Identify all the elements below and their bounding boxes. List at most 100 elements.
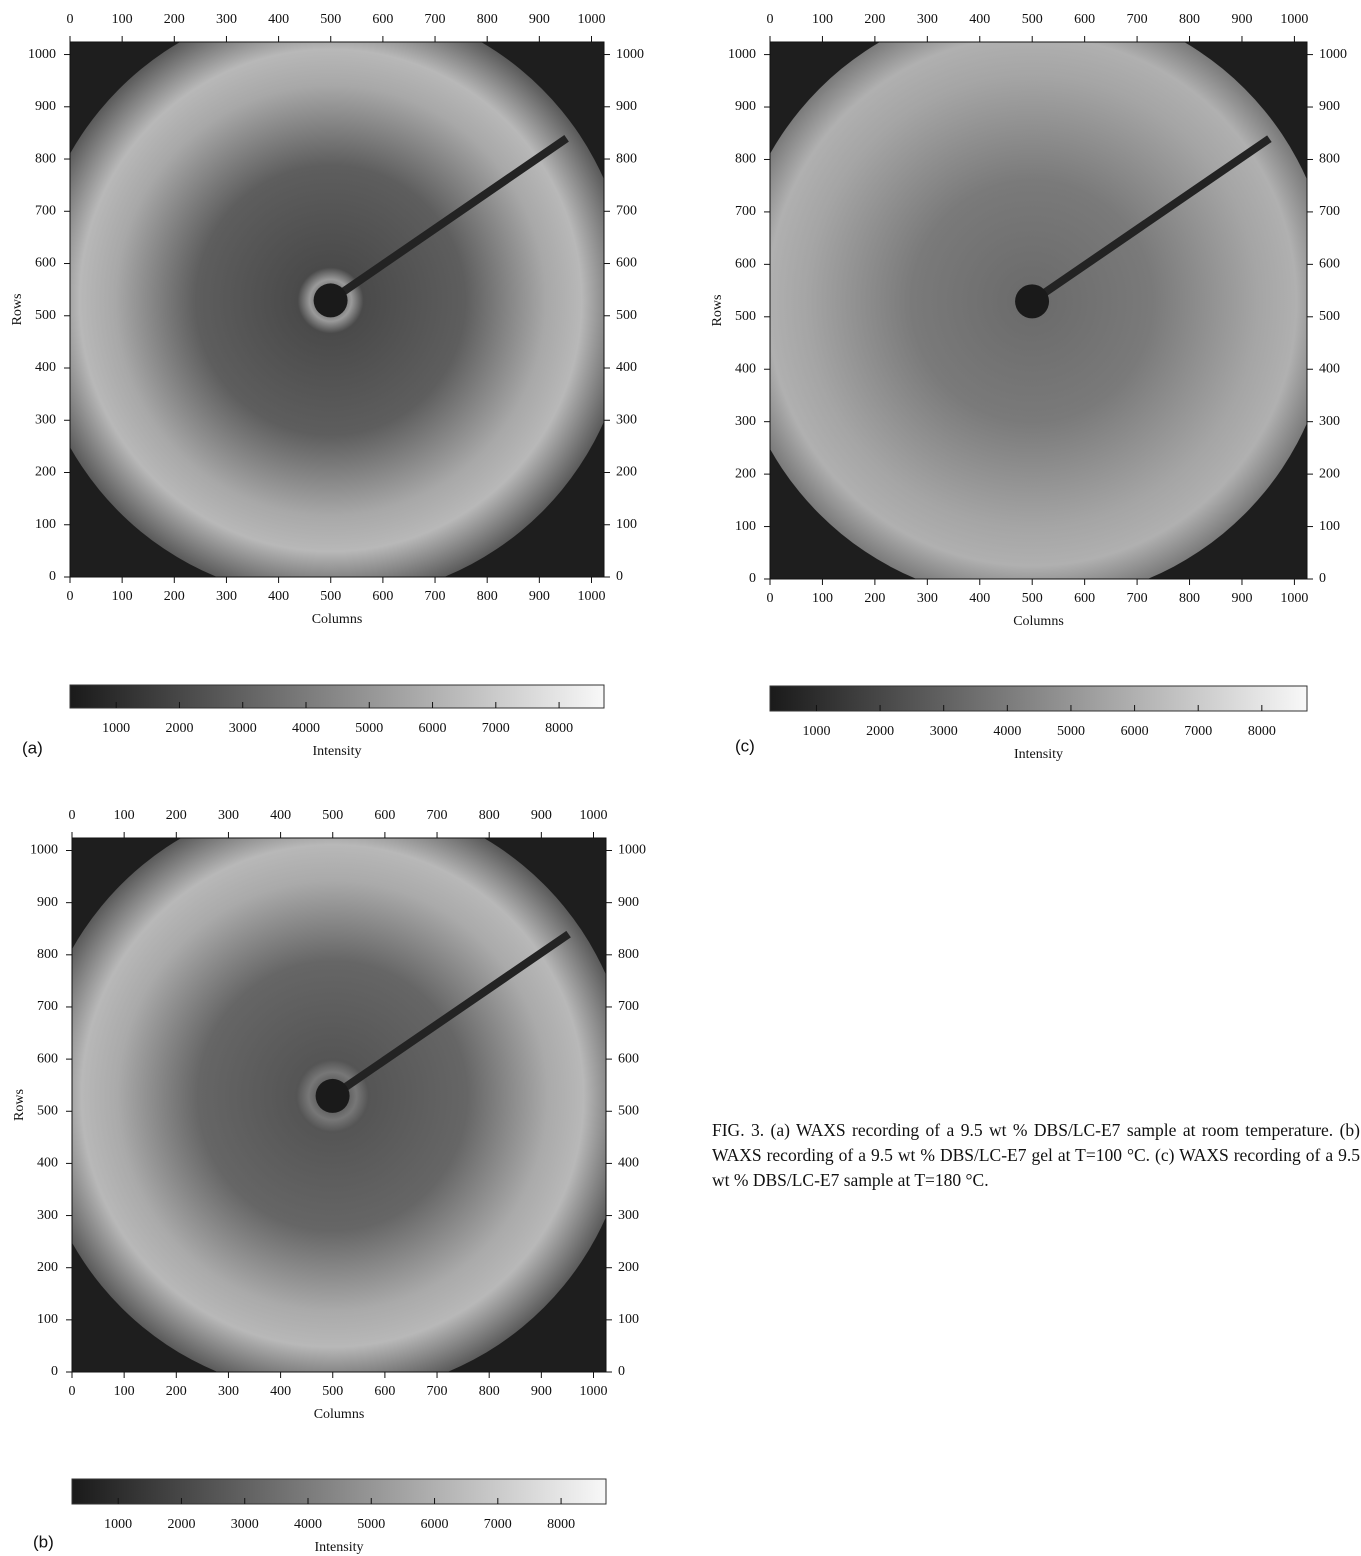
x-axis-label: Columns <box>314 1407 365 1422</box>
x-tick-label-top: 0 <box>767 12 774 27</box>
x-tick-label: 800 <box>1179 591 1200 606</box>
y-tick-label: 300 <box>37 1208 58 1223</box>
x-tick-label-top: 600 <box>374 808 395 823</box>
y-tick-label-right: 600 <box>616 256 637 271</box>
colorbar-tick-label: 7000 <box>484 1517 512 1532</box>
x-tick-label-top: 300 <box>216 12 237 27</box>
image-frame <box>769 41 1308 580</box>
y-tick-label-right: 500 <box>1319 309 1340 324</box>
detector-image <box>770 42 1307 579</box>
panel-label: (a) <box>22 738 43 757</box>
x-tick-label-top: 800 <box>479 808 500 823</box>
y-tick-label: 600 <box>37 1051 58 1066</box>
y-tick-label-right: 200 <box>616 465 637 480</box>
y-tick-label-right: 200 <box>1319 466 1340 481</box>
y-tick-label-right: 400 <box>1319 361 1340 376</box>
x-tick-label-top: 700 <box>427 808 448 823</box>
y-tick-label: 600 <box>735 257 756 272</box>
x-tick-label-top: 800 <box>477 12 498 27</box>
x-tick-label: 300 <box>216 589 237 604</box>
y-tick-label-right: 1000 <box>618 843 646 858</box>
y-tick-label: 800 <box>735 152 756 167</box>
x-tick-label-top: 900 <box>529 12 550 27</box>
beam-stop <box>313 283 348 318</box>
colorbar-label: Intensity <box>1014 747 1063 762</box>
x-tick-label: 700 <box>1127 591 1148 606</box>
x-tick-label: 200 <box>864 591 885 606</box>
y-tick-label-right: 400 <box>618 1156 639 1171</box>
colorbar-tick-label: 6000 <box>421 1517 449 1532</box>
colorbar-tick-label: 5000 <box>357 1517 385 1532</box>
x-tick-label: 500 <box>322 1384 343 1399</box>
x-tick-label: 300 <box>218 1384 239 1399</box>
colorbar-tick-label: 6000 <box>1121 724 1149 739</box>
y-tick-label-right: 0 <box>1319 571 1326 586</box>
colorbar-tick-label: 8000 <box>1248 724 1276 739</box>
colorbar <box>71 1478 607 1505</box>
x-tick-label-top: 900 <box>531 808 552 823</box>
x-tick-label-top: 500 <box>1022 12 1043 27</box>
x-tick-label: 400 <box>268 589 289 604</box>
x-tick-label-top: 400 <box>969 12 990 27</box>
y-tick-label-right: 500 <box>618 1103 639 1118</box>
panel-label: (c) <box>735 736 755 755</box>
y-tick-label: 800 <box>35 151 56 166</box>
y-tick-label: 500 <box>35 308 56 323</box>
x-tick-label: 700 <box>427 1384 448 1399</box>
colorbar-tick-label: 5000 <box>355 721 383 736</box>
y-axis-label: Rows <box>12 1089 27 1121</box>
x-tick-label: 200 <box>164 589 185 604</box>
colorbar-tick-label: 6000 <box>419 721 447 736</box>
y-tick-label-right: 100 <box>616 517 637 532</box>
x-tick-label-top: 900 <box>1231 12 1252 27</box>
beam-stop-arm <box>328 135 569 304</box>
colorbar-tick-label: 1000 <box>102 721 130 736</box>
x-tick-label-top: 200 <box>166 808 187 823</box>
colorbar-tick-label: 4000 <box>292 721 320 736</box>
colorbar-tick-label: 5000 <box>1057 724 1085 739</box>
y-tick-label-right: 700 <box>618 999 639 1014</box>
detector-image <box>70 42 604 577</box>
x-tick-label: 800 <box>477 589 498 604</box>
x-tick-label: 900 <box>531 1384 552 1399</box>
x-tick-label-top: 400 <box>270 808 291 823</box>
colorbar-tick-label: 4000 <box>993 724 1021 739</box>
x-tick-label: 900 <box>1231 591 1252 606</box>
x-tick-label-top: 1000 <box>579 808 607 823</box>
colorbar-tick-label: 1000 <box>104 1517 132 1532</box>
x-tick-label: 1000 <box>577 589 605 604</box>
colorbar <box>69 684 605 709</box>
x-tick-label-top: 1000 <box>577 12 605 27</box>
x-tick-label: 600 <box>1074 591 1095 606</box>
y-tick-label-right: 500 <box>616 308 637 323</box>
x-axis-label: Columns <box>312 612 363 627</box>
x-tick-label-top: 0 <box>69 808 76 823</box>
x-tick-label: 800 <box>479 1384 500 1399</box>
y-tick-label: 900 <box>735 99 756 114</box>
caption: FIG. 3. (a) WAXS recording of a 9.5 wt %… <box>712 1120 1360 1190</box>
x-tick-label: 100 <box>114 1384 135 1399</box>
x-tick-label-top: 700 <box>425 12 446 27</box>
y-tick-label: 300 <box>735 414 756 429</box>
y-tick-label: 0 <box>749 571 756 586</box>
image-frame <box>71 837 607 1373</box>
y-tick-label: 400 <box>735 361 756 376</box>
y-tick-label: 0 <box>49 569 56 584</box>
y-axis-label: Rows <box>710 295 725 327</box>
x-tick-label: 100 <box>812 591 833 606</box>
y-tick-label: 300 <box>35 412 56 427</box>
y-tick-label-right: 300 <box>618 1208 639 1223</box>
colorbar-tick-label: 2000 <box>866 724 894 739</box>
colorbar-label: Intensity <box>313 744 362 759</box>
x-tick-label: 400 <box>969 591 990 606</box>
y-tick-label-right: 900 <box>1319 99 1340 114</box>
x-tick-label: 0 <box>767 591 774 606</box>
y-tick-label-right: 300 <box>616 412 637 427</box>
y-tick-label-right: 800 <box>616 151 637 166</box>
colorbar-tick-label: 4000 <box>294 1517 322 1532</box>
beam-stop <box>315 1078 350 1113</box>
colorbar-tick-label: 2000 <box>165 721 193 736</box>
y-tick-label-right: 0 <box>618 1364 625 1379</box>
beam-stop-arm <box>1029 135 1272 305</box>
y-tick-label: 200 <box>37 1260 58 1275</box>
